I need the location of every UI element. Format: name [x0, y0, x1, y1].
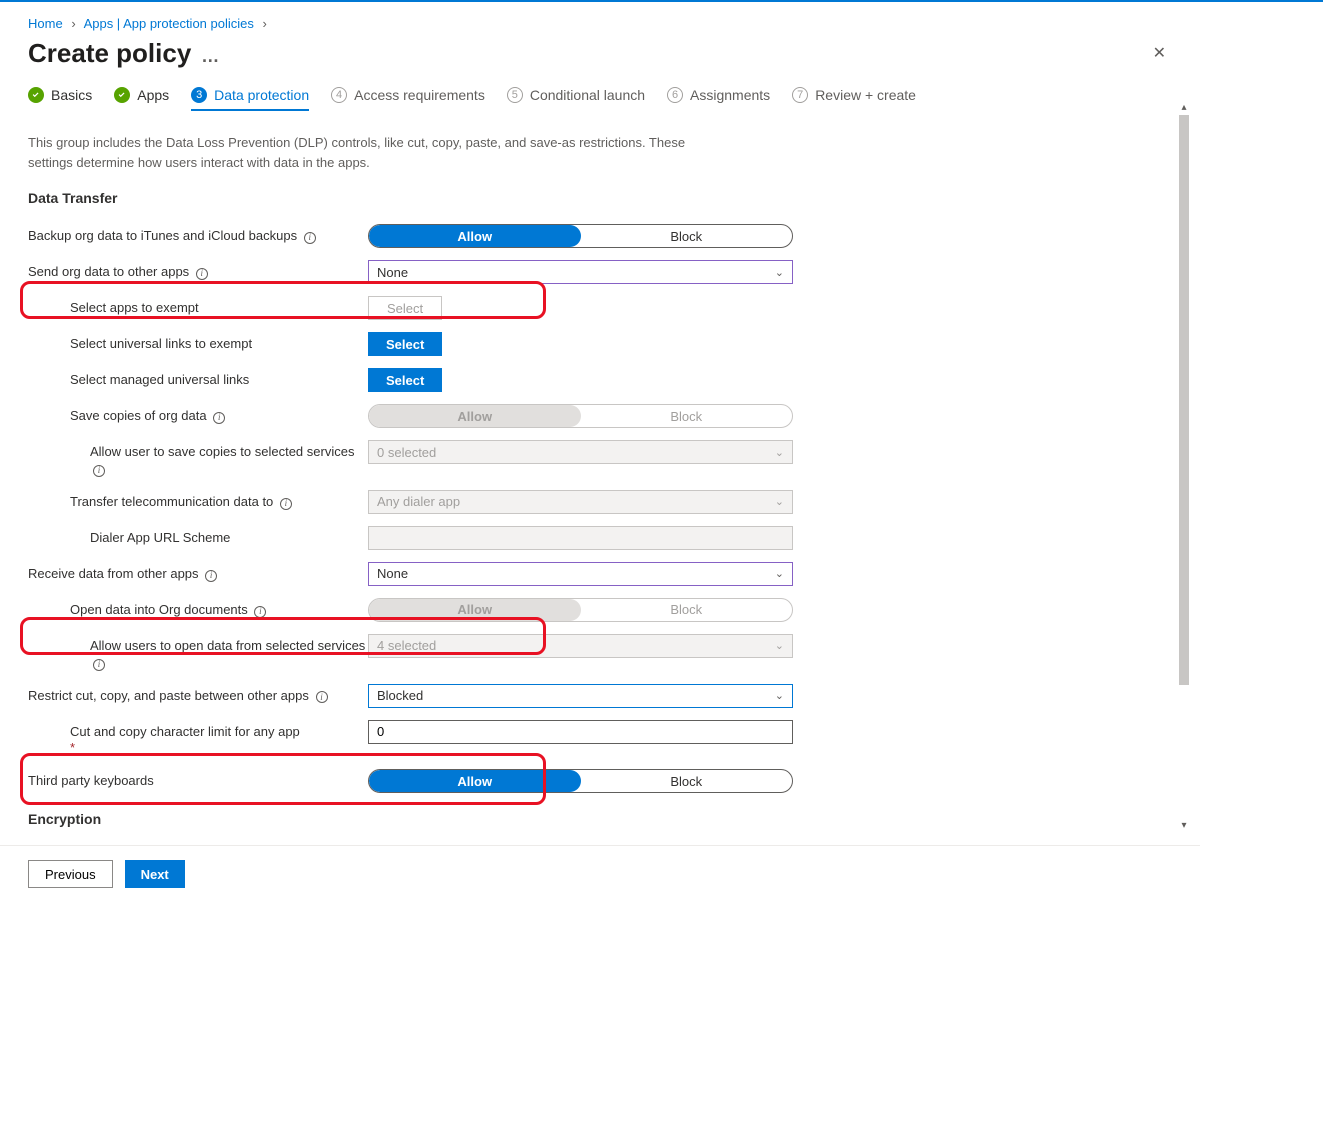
toggle-save-copies: Allow Block: [368, 404, 793, 428]
label-restrict-ccp: Restrict cut, copy, and paste between ot…: [28, 684, 368, 705]
tab-apps[interactable]: Apps: [114, 87, 169, 111]
chevron-down-icon: ⌄: [775, 567, 784, 580]
step-number-icon: 5: [507, 87, 523, 103]
toggle-backup[interactable]: Allow Block: [368, 224, 793, 248]
toggle-open-into-org: Allow Block: [368, 598, 793, 622]
chevron-down-icon: ⌄: [775, 266, 784, 279]
check-icon: [28, 87, 44, 103]
label-third-party-kb: Third party keyboards: [28, 769, 368, 790]
label-select-apps-exempt: Select apps to exempt: [28, 296, 368, 317]
tab-basics[interactable]: Basics: [28, 87, 92, 111]
toggle-third-kb-block[interactable]: Block: [581, 770, 793, 792]
info-icon[interactable]: i: [93, 465, 105, 477]
breadcrumb: Home › Apps | App protection policies ›: [28, 12, 1172, 37]
chevron-down-icon: ⌄: [775, 639, 784, 652]
section-encryption: Encryption: [28, 811, 1152, 827]
scrollbar[interactable]: ▴ ▾: [1176, 133, 1192, 827]
label-backup: Backup org data to iTunes and iCloud bac…: [28, 224, 368, 245]
scrollbar-thumb[interactable]: [1179, 115, 1189, 685]
previous-button[interactable]: Previous: [28, 860, 113, 888]
scroll-up-icon[interactable]: ▴: [1176, 99, 1192, 115]
tab-assignments[interactable]: 6 Assignments: [667, 87, 770, 111]
section-data-transfer: Data Transfer: [28, 190, 1152, 206]
label-allow-save-services: Allow user to save copies to selected se…: [28, 440, 368, 478]
info-icon[interactable]: i: [316, 691, 328, 703]
tab-review-create[interactable]: 7 Review + create: [792, 87, 916, 111]
dropdown-allow-open-services: 4 selected⌄: [368, 634, 793, 658]
info-icon[interactable]: i: [254, 606, 266, 618]
toggle-third-party-kb[interactable]: Allow Block: [368, 769, 793, 793]
dropdown-restrict-ccp[interactable]: Blocked⌄: [368, 684, 793, 708]
label-allow-open-services: Allow users to open data from selected s…: [28, 634, 368, 672]
dropdown-allow-save-services: 0 selected⌄: [368, 440, 793, 464]
chevron-down-icon: ⌄: [775, 495, 784, 508]
label-save-copies: Save copies of org data i: [28, 404, 368, 425]
label-select-universal-links: Select universal links to exempt: [28, 332, 368, 353]
breadcrumb-apps[interactable]: Apps | App protection policies: [84, 16, 254, 31]
toggle-save-copies-block: Block: [581, 405, 793, 427]
label-receive-data: Receive data from other apps i: [28, 562, 368, 583]
step-number-icon: 3: [191, 87, 207, 103]
label-open-into-org: Open data into Org documents i: [28, 598, 368, 619]
label-telecom: Transfer telecommunication data to i: [28, 490, 368, 511]
info-icon[interactable]: i: [304, 232, 316, 244]
dropdown-telecom: Any dialer app⌄: [368, 490, 793, 514]
tab-data-protection[interactable]: 3 Data protection: [191, 87, 309, 111]
chevron-down-icon: ⌄: [775, 689, 784, 702]
section-description: This group includes the Data Loss Preven…: [28, 133, 728, 172]
check-icon: [114, 87, 130, 103]
button-select-managed-links[interactable]: Select: [368, 368, 442, 392]
toggle-save-copies-allow: Allow: [369, 405, 581, 427]
tab-access-requirements[interactable]: 4 Access requirements: [331, 87, 485, 111]
scroll-down-icon[interactable]: ▾: [1176, 817, 1192, 833]
dropdown-receive-data[interactable]: None⌄: [368, 562, 793, 586]
step-number-icon: 7: [792, 87, 808, 103]
chevron-right-icon: ›: [263, 16, 267, 31]
chevron-down-icon: ⌄: [775, 446, 784, 459]
dropdown-send-other-apps[interactable]: None⌄: [368, 260, 793, 284]
toggle-open-into-allow: Allow: [369, 599, 581, 621]
step-number-icon: 6: [667, 87, 683, 103]
info-icon[interactable]: i: [196, 268, 208, 280]
input-char-limit[interactable]: [368, 720, 793, 744]
toggle-backup-allow[interactable]: Allow: [369, 225, 581, 247]
label-dialer-scheme: Dialer App URL Scheme: [28, 526, 368, 547]
tab-conditional-launch[interactable]: 5 Conditional launch: [507, 87, 645, 111]
info-icon[interactable]: i: [93, 659, 105, 671]
breadcrumb-home[interactable]: Home: [28, 16, 63, 31]
wizard-tabs: Basics Apps 3 Data protection 4 Access r…: [28, 87, 1172, 111]
info-icon[interactable]: i: [280, 498, 292, 510]
step-number-icon: 4: [331, 87, 347, 103]
label-select-managed-links: Select managed universal links: [28, 368, 368, 389]
button-select-universal-links[interactable]: Select: [368, 332, 442, 356]
close-icon[interactable]: ✕: [1147, 37, 1172, 69]
info-icon[interactable]: i: [205, 570, 217, 582]
input-dialer-scheme: [368, 526, 793, 550]
label-char-limit: Cut and copy character limit for any app…: [28, 720, 368, 758]
next-button[interactable]: Next: [125, 860, 185, 888]
toggle-backup-block[interactable]: Block: [581, 225, 793, 247]
toggle-open-into-block: Block: [581, 599, 793, 621]
chevron-right-icon: ›: [71, 16, 75, 31]
button-select-apps-exempt: Select: [368, 296, 442, 320]
toggle-third-kb-allow[interactable]: Allow: [369, 770, 581, 792]
more-icon[interactable]: …: [201, 46, 219, 66]
page-title: Create policy…: [28, 38, 219, 69]
label-send-other-apps: Send org data to other apps i: [28, 260, 368, 281]
info-icon[interactable]: i: [213, 412, 225, 424]
